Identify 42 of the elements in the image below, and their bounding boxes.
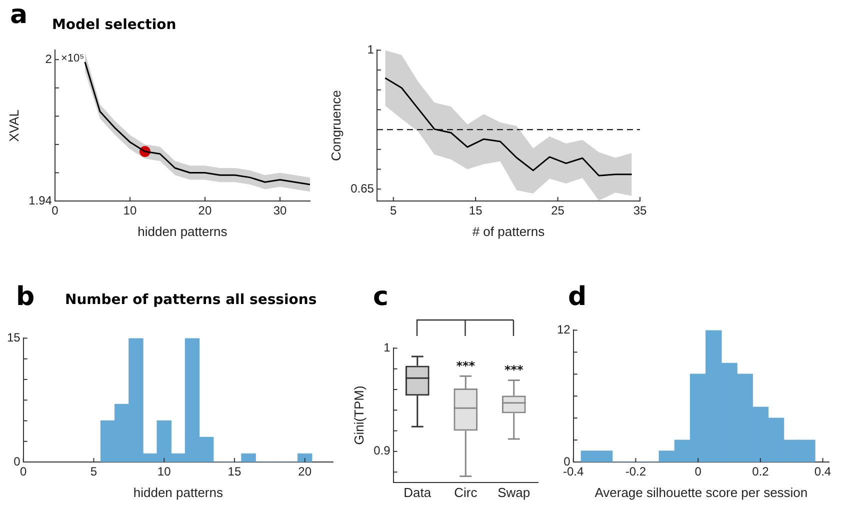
- annotation: ***: [504, 363, 524, 378]
- y-tick-label: 1: [367, 42, 374, 57]
- text: c: [373, 282, 388, 312]
- x-tick-label: 0.2: [752, 464, 770, 479]
- x-axis-title: hidden patterns: [133, 484, 224, 500]
- y-tick-label: 0.65: [350, 181, 374, 196]
- x-tick-label: 10: [157, 464, 172, 479]
- x-tick-label: 0: [694, 464, 702, 479]
- chart-title: Number of patterns all sessions: [65, 292, 317, 308]
- x-tick-label: 20: [198, 204, 212, 218]
- text: a: [10, 0, 28, 30]
- x-axis-title: hidden patterns: [138, 224, 228, 239]
- x-tick-label: Data: [404, 484, 432, 500]
- y-tick-label: 2: [45, 52, 52, 66]
- y-axis-title: Gini(TPM): [351, 386, 366, 445]
- x-tick-label: Swap: [498, 484, 530, 500]
- annotation: ***: [456, 359, 476, 374]
- x-tick-label: -0.2: [625, 464, 646, 479]
- y-tick-label: 0.9: [374, 444, 391, 458]
- x-tick-label: 20: [298, 464, 312, 479]
- x-tick-label: 35: [633, 204, 647, 218]
- text: d: [568, 282, 587, 312]
- x-tick-label: -0.4: [563, 464, 584, 479]
- y-axis-title: Congruence: [328, 90, 344, 162]
- x-tick-label: 5: [390, 204, 398, 218]
- x-tick-label: Circ: [454, 484, 478, 500]
- y-tick-label: 1.94: [28, 193, 52, 208]
- annotation: ×10⁵: [60, 52, 84, 65]
- y-tick-label: 12: [556, 322, 571, 337]
- x-axis-title: Average silhouette score per session: [594, 484, 808, 500]
- y-axis-title: XVAL: [6, 109, 22, 142]
- text: b: [16, 282, 35, 312]
- x-axis-title: # of patterns: [472, 224, 546, 239]
- x-tick-label: 15: [468, 204, 483, 218]
- y-tick-label: 1: [384, 340, 391, 355]
- x-tick-label: 30: [273, 204, 287, 218]
- x-tick-label: 5: [90, 464, 98, 479]
- chart-title: Model selection: [52, 17, 176, 33]
- x-tick-label: 25: [551, 204, 565, 218]
- x-tick-label: 0.4: [814, 464, 832, 479]
- x-tick-label: 10: [123, 204, 137, 218]
- x-tick-label: 15: [228, 464, 242, 479]
